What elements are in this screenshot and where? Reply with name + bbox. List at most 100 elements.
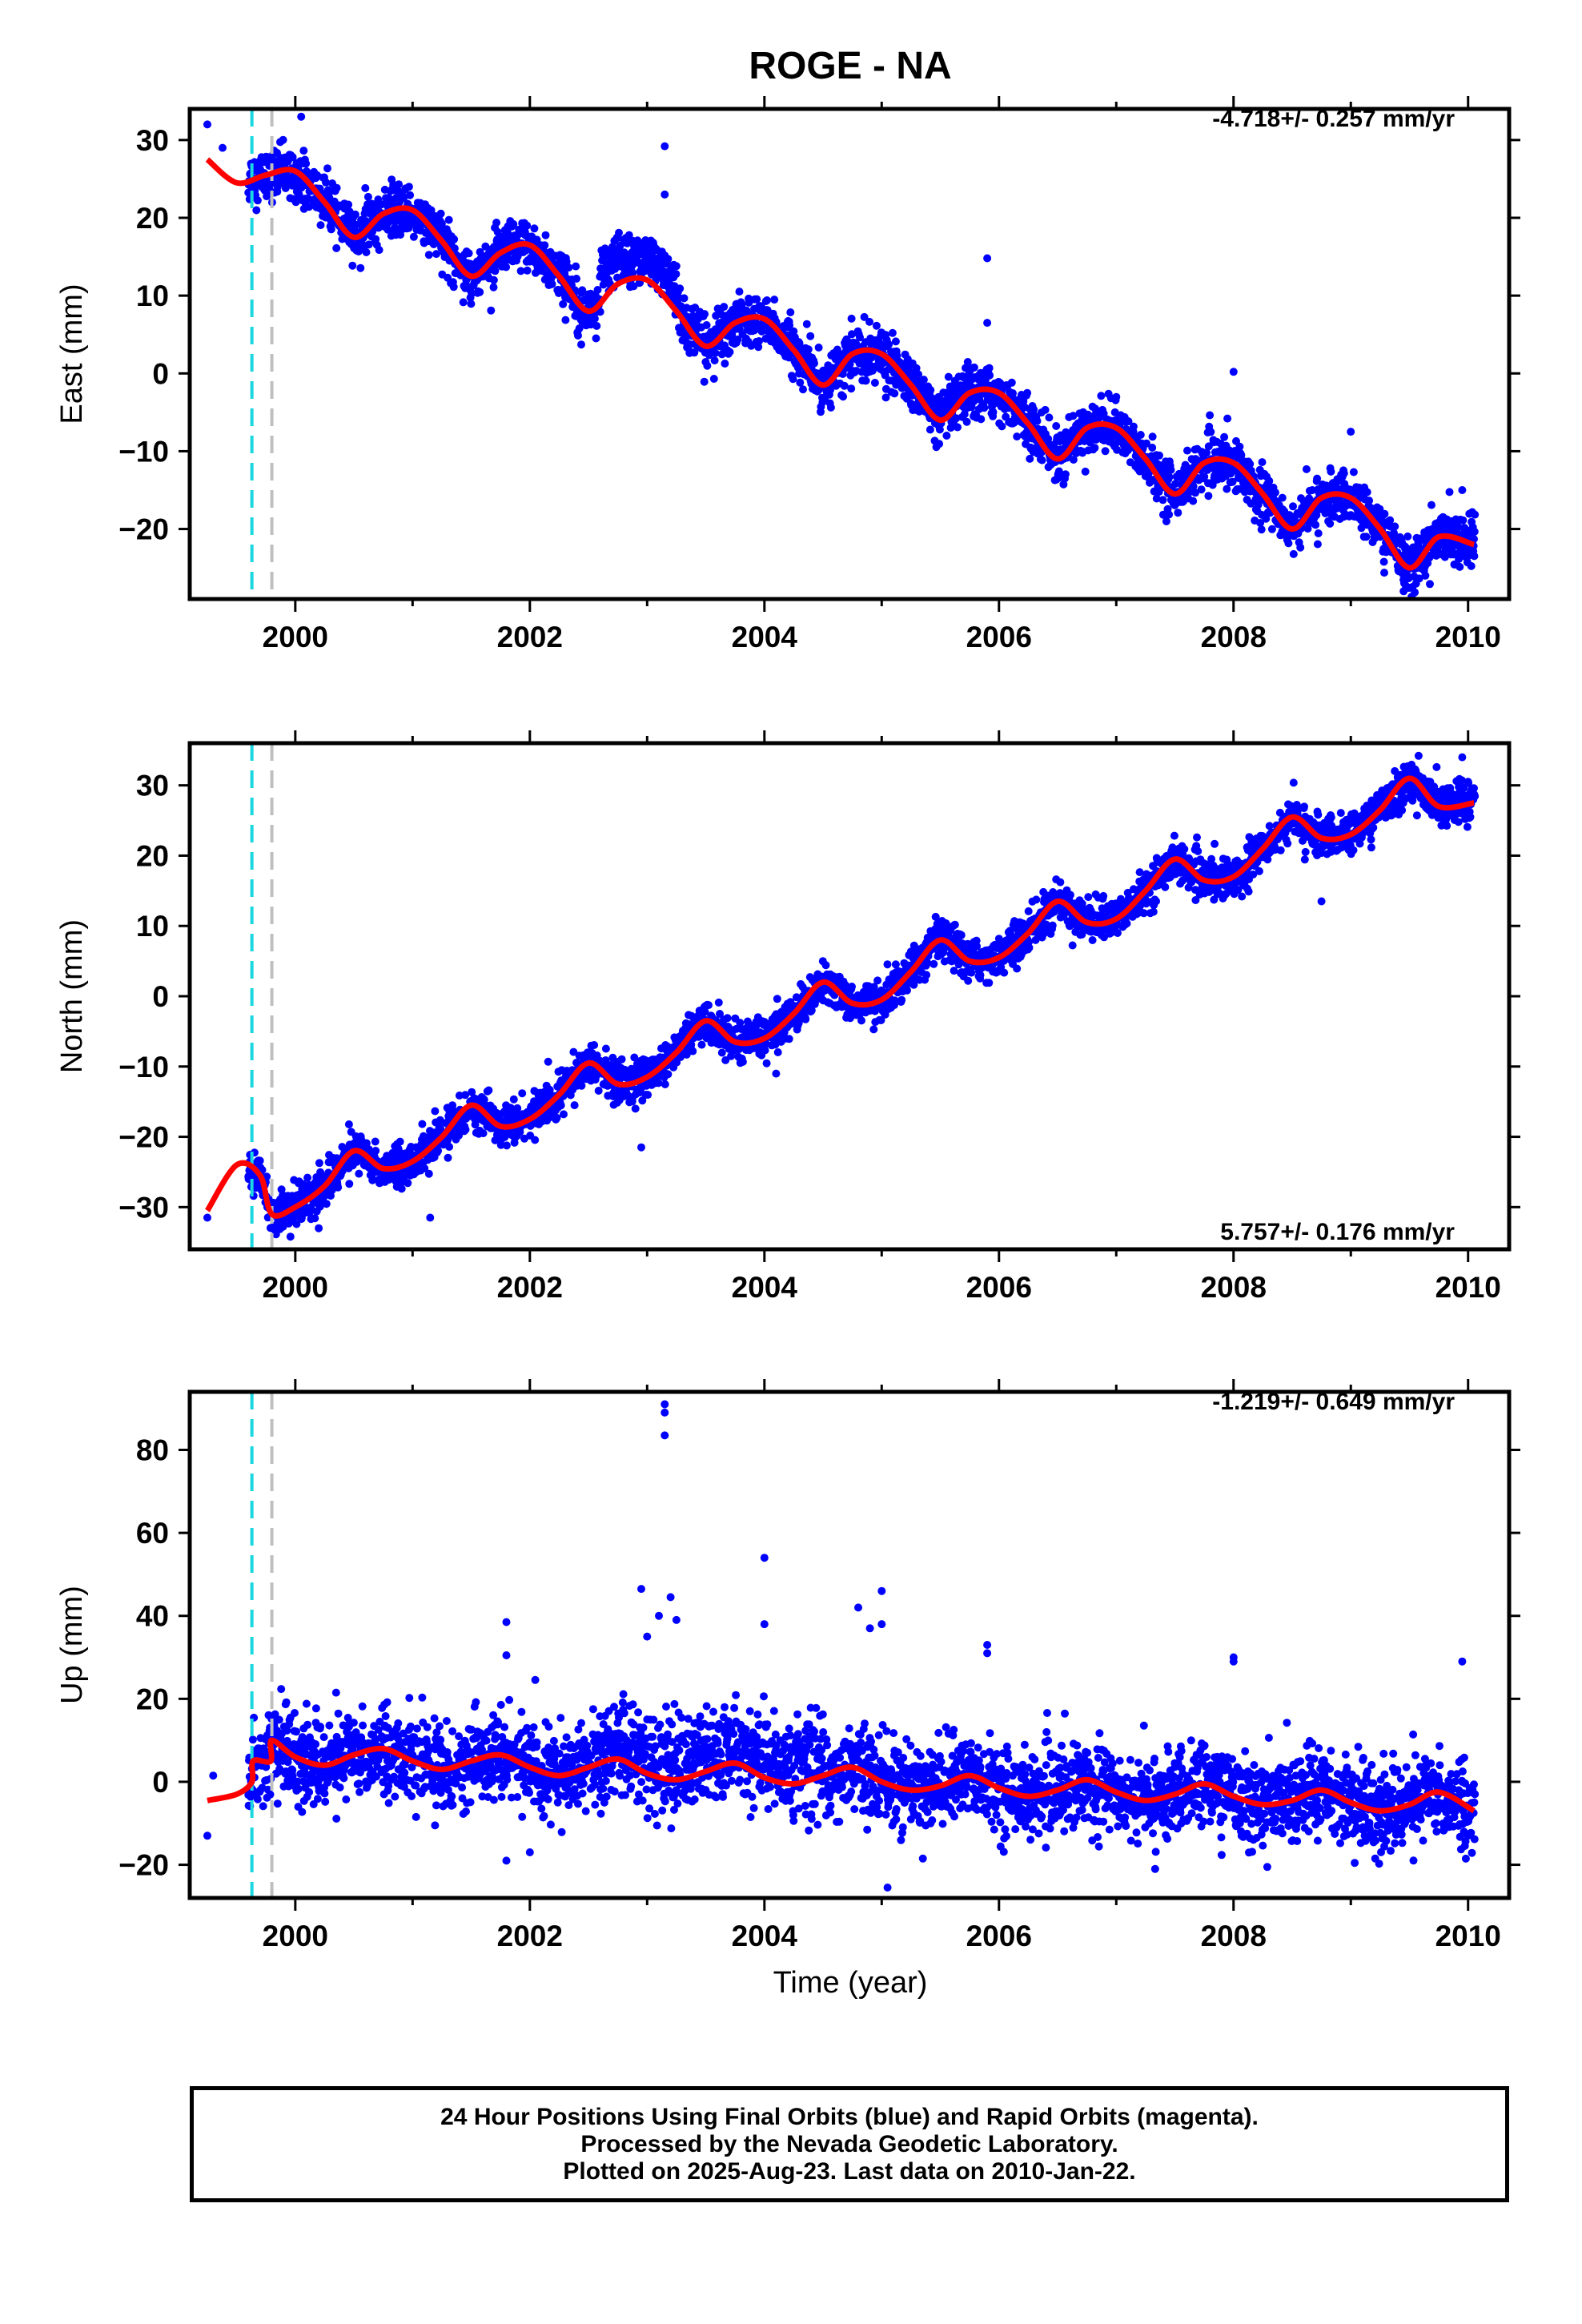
east-data-point (1200, 472, 1209, 481)
east-data-point (1155, 451, 1163, 460)
east-data-point (450, 235, 459, 243)
north-data-point (445, 1143, 454, 1151)
east-data-point (942, 432, 951, 440)
east-data-point (960, 410, 969, 419)
east-data-point (1471, 510, 1480, 519)
east-data-point (700, 377, 709, 386)
east-data-point (1101, 447, 1110, 456)
east-data-point (672, 270, 681, 279)
east-data-point (363, 192, 372, 201)
north-data-point (773, 1048, 782, 1056)
east-data-point (1470, 552, 1479, 561)
east-data-point (476, 287, 484, 296)
north-data-point (697, 1040, 706, 1049)
east-data-point (944, 372, 953, 381)
east-data-point (1061, 470, 1070, 479)
east-data-point (295, 190, 303, 199)
east-data-point (1007, 378, 1016, 387)
east-data-point (450, 244, 459, 253)
east-data-point (860, 312, 869, 321)
north-data-point (371, 1137, 379, 1146)
east-data-point (492, 219, 501, 227)
east-data-point (1380, 569, 1388, 577)
east-data-point (1365, 497, 1374, 505)
east-data-point (432, 250, 440, 259)
east-data-point (814, 344, 823, 352)
north-data-point (362, 1139, 371, 1148)
east-data-point (593, 286, 602, 294)
north-data-point (644, 1091, 652, 1100)
east-data-point (1237, 451, 1246, 460)
east-data-point (826, 403, 835, 412)
east-data-point (680, 294, 689, 303)
east-data-point (935, 440, 944, 448)
east-data-point (1081, 467, 1090, 476)
east-x-tick-label: 2008 (1201, 621, 1267, 653)
east-data-point (763, 296, 771, 304)
east-data-point (954, 423, 962, 432)
east-data-point (348, 261, 357, 270)
north-data-point (396, 1137, 404, 1146)
north-data-point (303, 1173, 312, 1182)
north-data-point (654, 1079, 663, 1088)
north-data-point (420, 1164, 429, 1172)
east-data-point (989, 408, 998, 416)
east-data-point (1391, 522, 1399, 531)
east-data-point (299, 147, 308, 155)
east-data-point (701, 310, 709, 319)
east-data-point (1041, 405, 1050, 414)
north-data-point (687, 1040, 696, 1049)
north-data-point (418, 1120, 427, 1128)
east-data-point (804, 345, 813, 354)
east-data-point (770, 296, 779, 304)
north-data-point (773, 995, 781, 1003)
east-plot-frame (187, 107, 1512, 601)
east-data-point (754, 343, 763, 352)
north-data-point (480, 1096, 488, 1104)
east-data-point (1038, 456, 1046, 464)
north-data-point (455, 1092, 464, 1100)
east-data-point (890, 389, 899, 398)
east-data-point (1470, 527, 1479, 536)
east-data-point (856, 333, 864, 342)
east-data-point (1099, 409, 1108, 418)
north-data-point (315, 1159, 323, 1168)
east-data-point (491, 267, 500, 275)
east-data-point (1256, 519, 1265, 527)
east-data-point (963, 358, 972, 366)
east-data-point (661, 142, 669, 151)
east-data-point (893, 352, 901, 360)
east-data-point (1311, 521, 1320, 529)
east-data-point (1044, 435, 1053, 443)
north-data-point (594, 1087, 603, 1095)
east-data-point (468, 289, 476, 298)
east-data-point (356, 263, 365, 272)
north-data-point (345, 1180, 354, 1188)
east-data-point (1458, 486, 1467, 494)
east-data-point (1349, 468, 1358, 476)
north-data-point (479, 1129, 488, 1138)
east-data-point (624, 231, 633, 239)
north-data-point (461, 1125, 470, 1134)
east-data-point (1454, 523, 1463, 532)
east-data-point (1162, 517, 1170, 525)
east-data-point (509, 219, 518, 228)
east-data-point (1339, 469, 1348, 477)
east-x-tick-label: 2000 (263, 621, 328, 653)
east-data-point (1284, 539, 1293, 548)
north-data-point (397, 1184, 406, 1193)
east-data-point (288, 153, 297, 162)
east-data-point (1204, 492, 1213, 501)
east-y-tick-label: −10 (118, 435, 169, 468)
north-data-point (507, 1104, 516, 1112)
east-data-point (1326, 519, 1335, 528)
north-data-point (531, 1136, 540, 1144)
east-data-point (1363, 488, 1371, 497)
east-data-point (540, 241, 549, 250)
east-data-point (628, 268, 637, 277)
east-data-point (870, 379, 879, 387)
east-data-point (489, 275, 498, 284)
east-data-point (1142, 439, 1150, 448)
north-data-point (630, 1053, 639, 1062)
